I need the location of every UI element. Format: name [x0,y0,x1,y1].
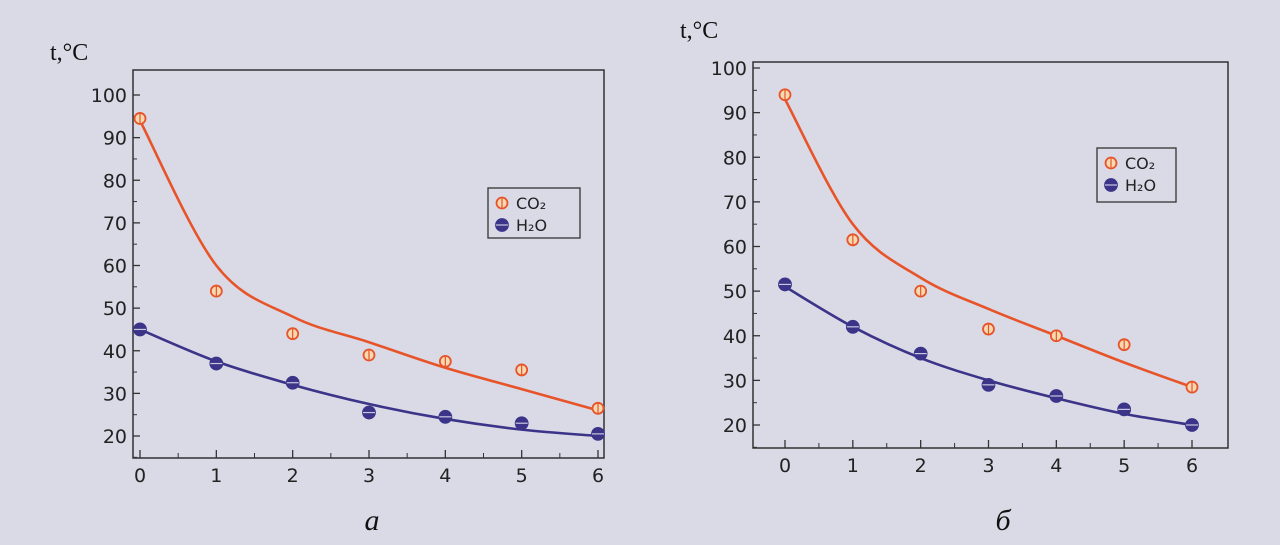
plot-frame [752,61,1229,449]
panel-caption: а [365,504,380,537]
y-tick-label: 80 [723,147,747,169]
fit-curve-h2o [784,285,1193,427]
fit-curve-h2o [139,328,599,438]
legend-label-co2: CO₂ [516,194,546,213]
chart-panel-b: 20 30 40 50 60 70 80 90 100 0 1 2 3 4 5 6 б CO₂ H₂O [711,58,1229,537]
legend-label-co2: CO₂ [1125,154,1155,173]
y-tick-label: 40 [103,341,127,363]
x-tick-label: 6 [592,465,604,487]
fit-curve-co2 [138,119,599,412]
y-tick-label: 20 [103,426,127,448]
x-tick-label: 3 [982,455,994,477]
y-tick-label: 90 [103,128,127,150]
x-tick-label: 1 [210,465,222,487]
fit-curve-co2 [783,98,1193,389]
x-tick-label: 1 [847,455,859,477]
y-tick-label: 30 [723,370,747,392]
y-tick-label: 60 [103,256,127,278]
x-tick-label: 6 [1186,455,1198,477]
x-tick-label: 0 [134,465,146,487]
y-tick-label: 70 [103,213,127,235]
y-tick-label: 80 [103,170,127,192]
legend-box [1096,147,1177,203]
chart-panel-a: 20 30 40 50 60 70 80 90 100 0 1 2 3 4 5 6 а CO₂ H₂O [91,69,605,537]
y-tick-label: 100 [711,58,747,80]
y-tick-label: 90 [723,103,747,125]
plot-frame [132,69,605,459]
x-tick-label: 3 [363,465,375,487]
x-tick-label: 2 [915,455,927,477]
panel-caption: б [995,504,1011,537]
x-tick-label: 0 [779,455,791,477]
legend-label-h2o: H₂O [516,216,547,235]
x-tick-label: 4 [1050,455,1062,477]
legend-label-h2o: H₂O [1125,176,1156,195]
y-tick-label: 20 [723,415,747,437]
y-tick-label: 70 [723,192,747,214]
y-tick-label: 60 [723,237,747,259]
x-tick-label: 4 [439,465,451,487]
y-tick-label: 40 [723,326,747,348]
y-axis-label-b: t,°C [680,18,718,44]
y-tick-label: 100 [91,85,127,107]
y-axis-label-a: t,°C [50,40,88,66]
x-tick-label: 5 [516,465,528,487]
y-tick-label: 50 [103,298,127,320]
y-tick-label: 30 [103,383,127,405]
x-tick-label: 2 [287,465,299,487]
y-tick-label: 50 [723,281,747,303]
legend-box [487,187,581,239]
x-tick-label: 5 [1118,455,1130,477]
